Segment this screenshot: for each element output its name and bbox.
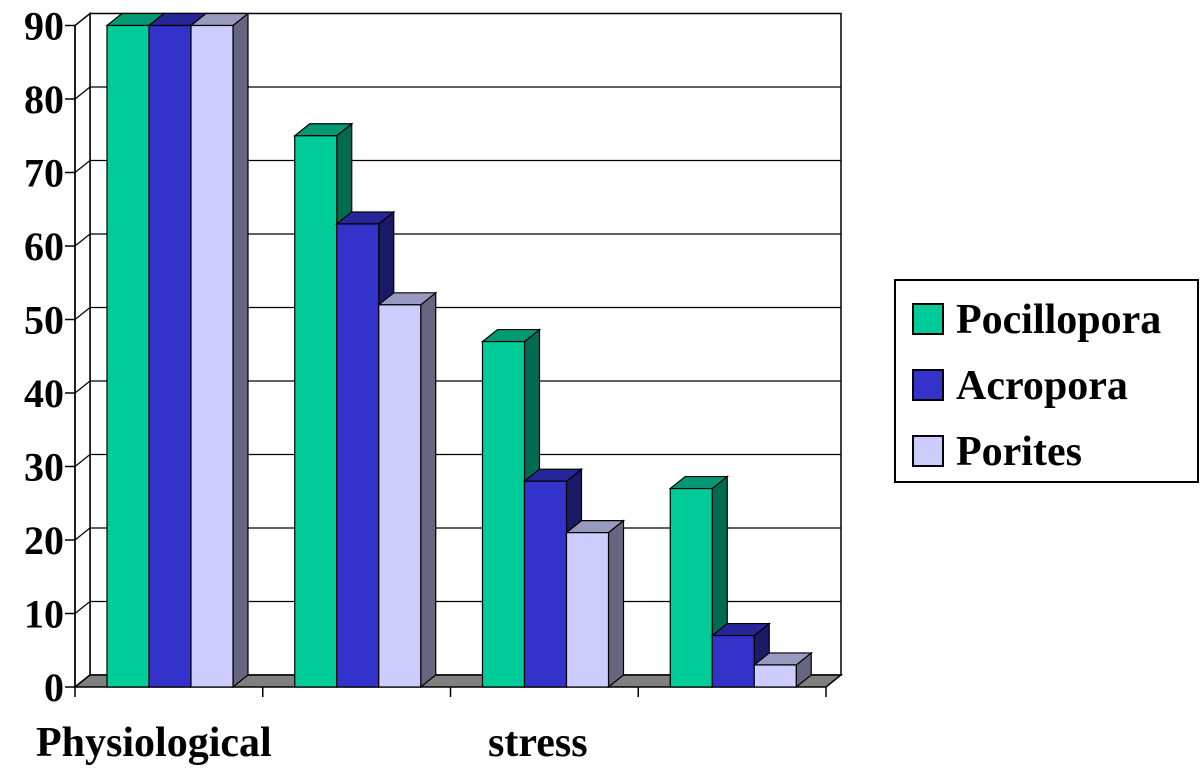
legend-swatch-pocillopora xyxy=(912,303,944,335)
bar-front xyxy=(190,24,234,688)
bar-front xyxy=(106,24,150,688)
bar-porites-3 xyxy=(564,519,626,689)
bar-porites-2 xyxy=(377,291,438,689)
y-axis: 0 10 20 30 40 50 60 70 80 90 xyxy=(24,4,76,710)
side-wall xyxy=(74,11,91,689)
legend-swatch-porites xyxy=(912,435,944,467)
gridline-side xyxy=(74,307,91,320)
gridline-side xyxy=(74,86,91,100)
bar-front xyxy=(148,24,192,688)
bar-side xyxy=(232,12,249,689)
bar-front xyxy=(481,340,526,688)
gridline-side xyxy=(74,380,91,394)
gridline-side xyxy=(74,601,91,614)
x-axis-title: Physiological stress xyxy=(36,720,588,766)
gridline-side xyxy=(74,160,91,173)
legend-swatch-acropora xyxy=(912,369,944,401)
bar-front xyxy=(523,480,568,688)
x-axis-title-part-1: Physiological xyxy=(36,720,272,766)
gridline-side xyxy=(74,454,91,467)
bar-front xyxy=(753,664,797,688)
bars xyxy=(105,12,813,689)
y-tick-label: 20 xyxy=(24,518,64,563)
legend-box xyxy=(894,279,1199,483)
bar-front xyxy=(565,532,610,688)
bar-pocillopora-3 xyxy=(480,328,542,689)
bar-side xyxy=(607,519,625,689)
bar-porites-1 xyxy=(189,12,250,689)
bar-front xyxy=(669,487,713,688)
bar-front xyxy=(378,304,422,688)
y-tick-label: 60 xyxy=(24,224,64,269)
bar-side xyxy=(420,291,437,689)
bar-front xyxy=(294,135,338,688)
gridline-side xyxy=(74,233,91,247)
legend-label-acropora: Acropora xyxy=(956,363,1128,409)
x-axis-title-part-2: stress xyxy=(488,720,588,766)
y-tick-label: 10 xyxy=(24,592,64,637)
legend: Pocillopora Acropora Porites xyxy=(894,279,1199,483)
legend-label-pocillopora: Pocillopora xyxy=(956,297,1161,343)
bar-porites-4 xyxy=(752,651,813,689)
bar-front xyxy=(711,634,755,688)
gridline-side xyxy=(74,527,91,541)
y-tick-label: 40 xyxy=(24,371,64,416)
y-tick-label: 0 xyxy=(44,665,64,710)
y-tick-label: 90 xyxy=(24,4,64,49)
legend-label-porites: Porites xyxy=(956,429,1082,475)
y-tick-label: 70 xyxy=(24,151,64,196)
bar-front xyxy=(336,223,380,688)
y-tick-label: 50 xyxy=(24,298,64,343)
y-tick-label: 80 xyxy=(24,77,64,122)
bar-acropora-4 xyxy=(710,622,771,689)
y-tick-label: 30 xyxy=(24,445,64,490)
